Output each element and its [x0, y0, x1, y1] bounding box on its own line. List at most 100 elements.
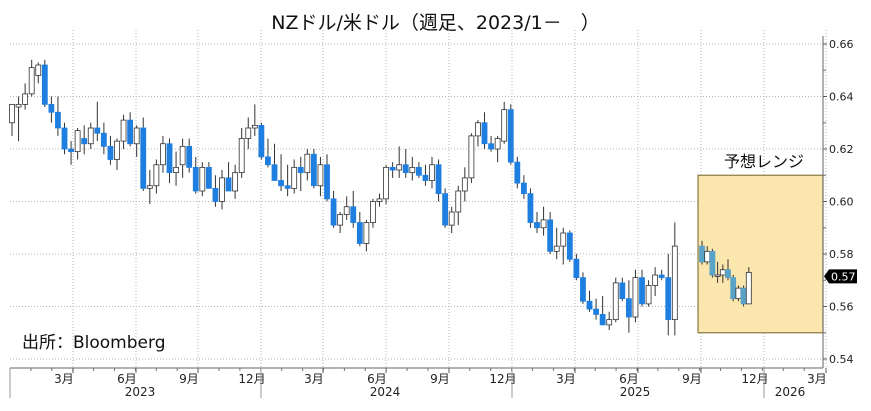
candle-down	[68, 148, 74, 153]
candle-down	[205, 166, 212, 189]
candle-up	[291, 166, 298, 189]
y-tick-label: 0.62	[829, 143, 854, 156]
candle-down	[658, 274, 665, 279]
candle-down	[330, 198, 337, 226]
last-price-badge-text: 0.57	[831, 270, 856, 283]
candle-up	[219, 177, 225, 202]
x-month-label: 6月	[367, 372, 387, 386]
candle-up	[704, 250, 711, 263]
candle-down	[94, 127, 101, 134]
candle-up	[645, 285, 652, 305]
x-month-label: 9月	[430, 372, 450, 386]
candle-down	[488, 143, 494, 150]
candle-up	[409, 166, 416, 174]
candle-down	[527, 193, 534, 223]
candle-down	[586, 300, 593, 310]
candle-down	[580, 277, 586, 302]
candle-up	[455, 190, 462, 213]
candle-up	[560, 232, 567, 247]
y-tick-label: 0.58	[829, 248, 854, 261]
candle-up	[35, 64, 42, 76]
candle-up	[74, 130, 81, 153]
chart-title: NZドル/米ドル（週足、2023/1－ ）	[271, 12, 600, 34]
candle-down	[415, 166, 422, 176]
candle-up	[179, 145, 186, 166]
candle-down	[41, 64, 48, 105]
candle-up	[714, 274, 721, 277]
candle-down	[507, 109, 514, 163]
candle-up	[429, 164, 435, 181]
candle-down	[81, 138, 88, 145]
candle-up	[160, 143, 166, 166]
x-year-label: 2025	[620, 385, 651, 399]
candle-down	[127, 119, 134, 145]
candle-down	[534, 222, 540, 229]
candle-down	[699, 245, 705, 263]
candle-up	[652, 274, 659, 286]
candle-down	[619, 282, 626, 300]
candle-up	[146, 185, 153, 189]
y-tick-label: 0.64	[829, 91, 854, 104]
candle-up	[232, 172, 239, 192]
candle-up	[251, 124, 258, 129]
candle-up	[199, 166, 206, 192]
candle-down	[356, 222, 363, 244]
candle-up	[468, 135, 475, 179]
candle-down	[284, 185, 291, 189]
candle-down	[265, 156, 271, 166]
candle-down	[599, 313, 606, 326]
candle-up	[114, 140, 120, 160]
x-year-label: 2024	[370, 385, 401, 399]
candle-up	[735, 287, 742, 300]
candle-up	[632, 277, 639, 318]
candle-up	[337, 214, 344, 226]
candle-up	[245, 127, 252, 139]
candle-down	[310, 153, 317, 187]
candle-down	[140, 127, 147, 189]
candle-up	[745, 271, 752, 305]
candle-down	[297, 166, 304, 174]
candle-down	[481, 122, 488, 145]
x-month-label: 3月	[807, 372, 827, 386]
candle-down	[48, 103, 55, 113]
x-month-label: 12月	[238, 372, 265, 386]
candle-down	[740, 287, 747, 305]
forecast-range-box	[697, 174, 824, 334]
candle-down	[258, 124, 265, 158]
x-month-label: 12月	[741, 372, 768, 386]
candle-down	[389, 166, 396, 171]
candle-down	[61, 127, 68, 150]
y-tick-label: 0.66	[829, 38, 854, 51]
forecast-range-label: 予想レンジ	[724, 152, 805, 171]
x-month-label: 6月	[117, 372, 137, 386]
candle-down	[435, 164, 442, 195]
candle-up	[612, 282, 619, 321]
candle-down	[212, 187, 219, 202]
candle-up	[376, 198, 383, 202]
x-month-label: 9月	[179, 372, 199, 386]
candle-up	[370, 201, 376, 223]
x-month-label: 12月	[489, 372, 516, 386]
candle-down	[186, 145, 193, 168]
candle-down	[225, 177, 232, 192]
y-tick-label: 0.60	[829, 196, 854, 209]
candle-down	[107, 145, 114, 160]
candle-up	[501, 109, 508, 142]
x-month-label: 3月	[556, 372, 576, 386]
candle-up	[383, 166, 389, 200]
candle-up	[494, 138, 501, 150]
last-price-badge-shape	[824, 269, 857, 284]
candle-down	[730, 277, 737, 300]
x-month-label: 3月	[54, 372, 74, 386]
candle-down	[566, 232, 573, 260]
candle-up	[22, 93, 29, 105]
candle-down	[350, 206, 357, 223]
candle-down	[422, 174, 429, 181]
candle-down	[100, 132, 107, 147]
candle-down	[166, 143, 173, 174]
candle-down	[725, 269, 731, 279]
candle-up	[671, 245, 678, 321]
candle-down	[625, 298, 632, 318]
candle-down	[520, 182, 527, 195]
candle-up	[553, 245, 560, 252]
